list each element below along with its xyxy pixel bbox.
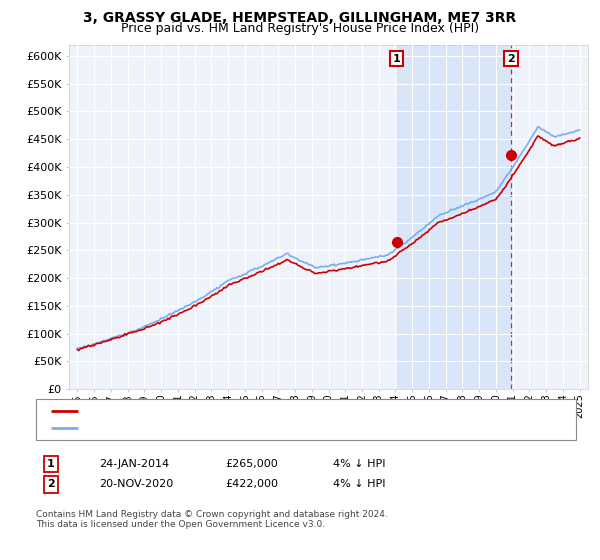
Text: 24-JAN-2014: 24-JAN-2014 [99, 459, 169, 469]
Text: 1: 1 [47, 459, 55, 469]
Text: 2: 2 [507, 54, 515, 64]
Bar [397, 45, 511, 389]
Text: £422,000: £422,000 [225, 479, 278, 489]
Text: 3, GRASSY GLADE, HEMPSTEAD, GILLINGHAM, ME7 3RR: 3, GRASSY GLADE, HEMPSTEAD, GILLINGHAM, … [83, 11, 517, 25]
Text: Contains HM Land Registry data © Crown copyright and database right 2024.
This d: Contains HM Land Registry data © Crown c… [36, 510, 388, 529]
Text: 1: 1 [393, 54, 401, 64]
Text: 4% ↓ HPI: 4% ↓ HPI [333, 479, 386, 489]
Text: 20-NOV-2020: 20-NOV-2020 [99, 479, 173, 489]
Text: HPI: Average price, detached house, Medway: HPI: Average price, detached house, Medw… [85, 423, 321, 433]
Text: 4% ↓ HPI: 4% ↓ HPI [333, 459, 386, 469]
Text: Price paid vs. HM Land Registry's House Price Index (HPI): Price paid vs. HM Land Registry's House … [121, 22, 479, 35]
Text: 3, GRASSY GLADE, HEMPSTEAD, GILLINGHAM, ME7 3RR (detached house): 3, GRASSY GLADE, HEMPSTEAD, GILLINGHAM, … [85, 405, 469, 416]
Text: 2: 2 [47, 479, 55, 489]
Text: £265,000: £265,000 [225, 459, 278, 469]
